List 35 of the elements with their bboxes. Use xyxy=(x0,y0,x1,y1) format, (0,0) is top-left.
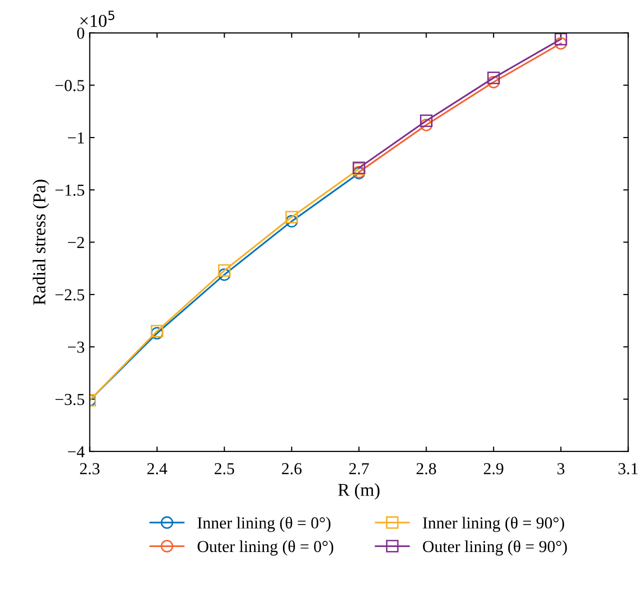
y-tick-label: −2.5 xyxy=(55,289,84,301)
point xyxy=(420,114,433,128)
y-tick-label: −3.5 xyxy=(55,394,84,406)
point xyxy=(554,32,568,46)
text: ×10$^{5}$ xyxy=(80,10,114,28)
x-tick-label: 2.7 xyxy=(349,463,369,474)
legend-label: Outer lining (θ = 90°) xyxy=(422,540,567,556)
point xyxy=(285,215,298,228)
legend-label: Outer lining (θ = 0°) xyxy=(198,540,334,556)
x-tick-label: 2.3 xyxy=(80,463,100,474)
point xyxy=(420,118,433,132)
point xyxy=(487,72,500,84)
point xyxy=(487,76,500,88)
y-axis-title: Radial stress (Pa) xyxy=(32,180,50,305)
x-tick-label: 2.5 xyxy=(214,463,234,474)
y-tick-label: −1 xyxy=(68,132,84,144)
x-tick-label: 2.4 xyxy=(147,463,168,474)
y-tick-label: −2 xyxy=(68,236,84,248)
x-axis-title: R (m) xyxy=(338,483,380,500)
y-tick-label: −1.5 xyxy=(55,184,84,196)
x-tick-label: 2.6 xyxy=(282,463,302,474)
y-tick-label: 0 xyxy=(77,28,84,39)
y-tick-label: −4 xyxy=(68,446,85,458)
point xyxy=(218,268,231,281)
y-tick-label: −0.5 xyxy=(55,80,84,92)
x-tick-label: 2.8 xyxy=(416,463,436,474)
point xyxy=(554,37,568,50)
x-tick-label: 3 xyxy=(558,463,564,474)
x-tick-label: 3.1 xyxy=(618,463,638,474)
point xyxy=(218,264,231,277)
legend-label: Inner lining (θ = 90°) xyxy=(422,516,564,532)
x-tick-label: 2.9 xyxy=(484,463,504,474)
legend-label: Inner lining (θ = 0°) xyxy=(198,516,330,532)
y-tick-label: −3 xyxy=(68,342,84,353)
point xyxy=(285,210,298,224)
